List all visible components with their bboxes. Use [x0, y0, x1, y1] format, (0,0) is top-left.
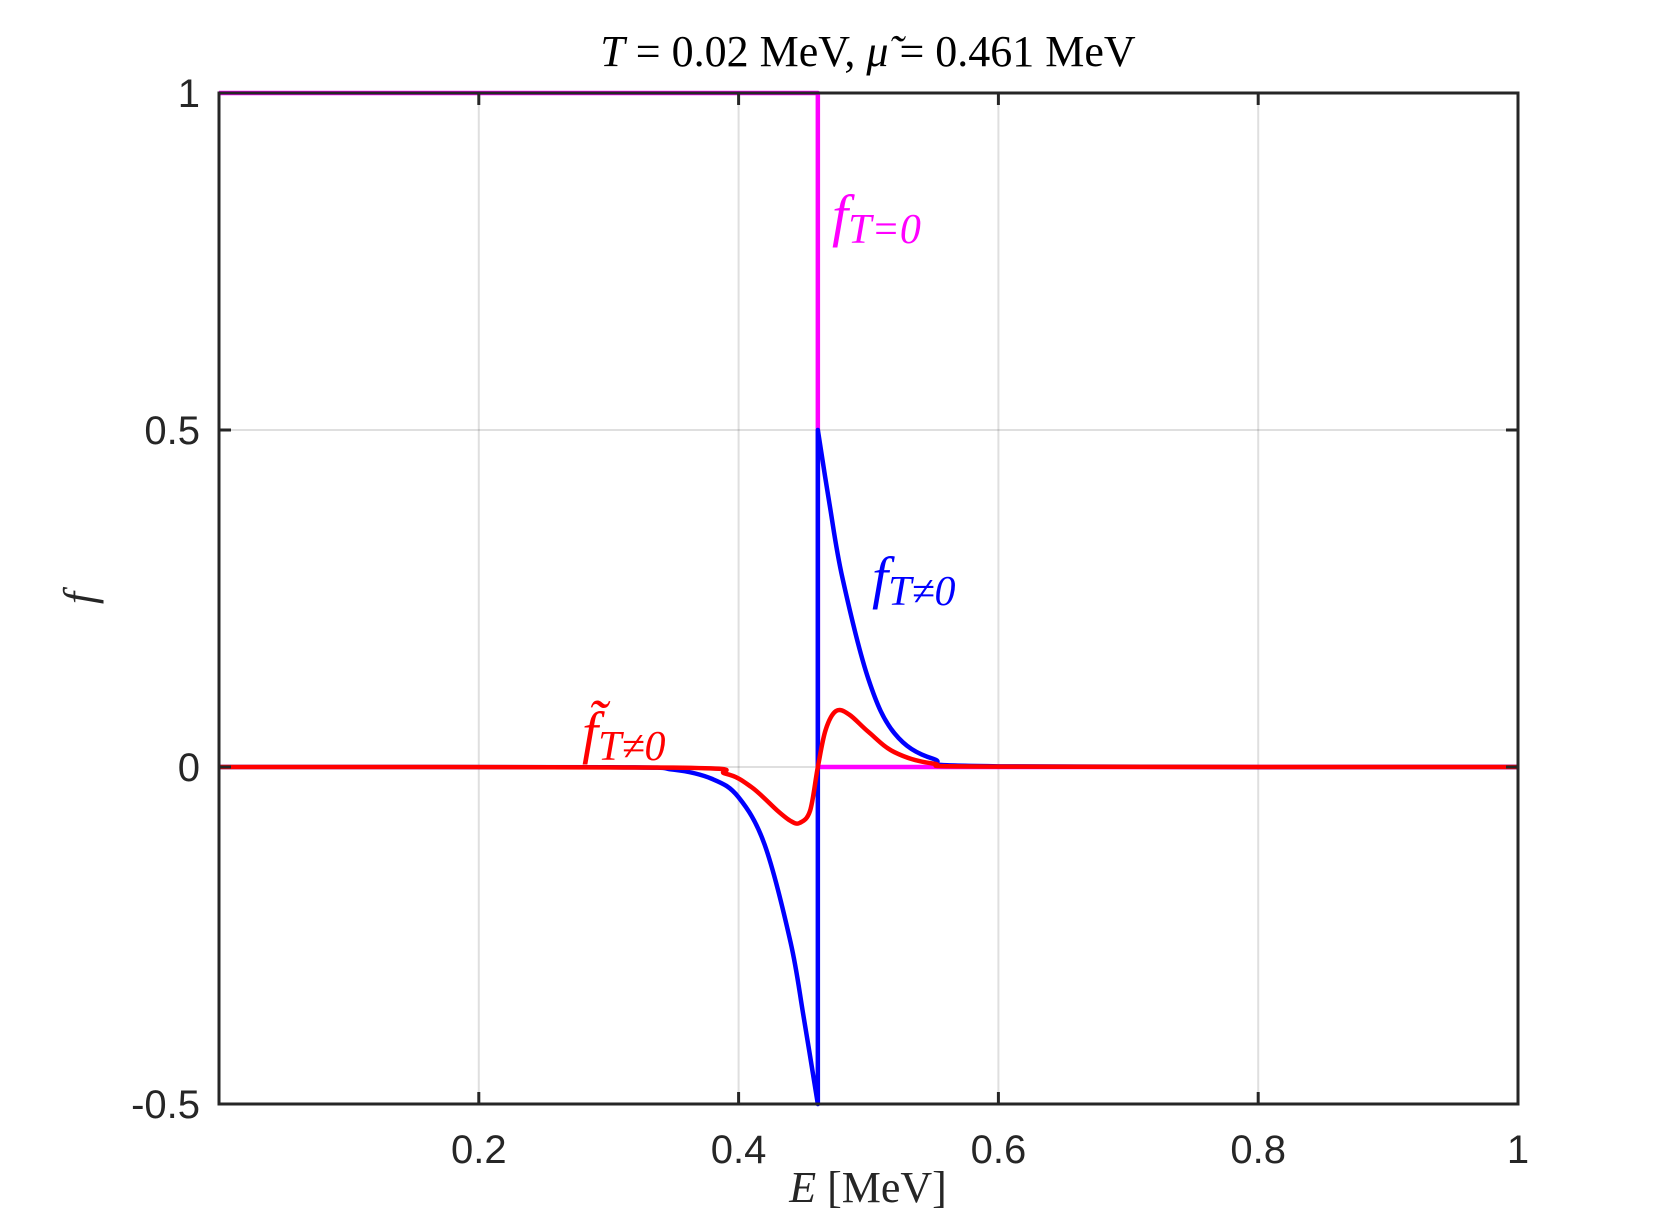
plot-area — [219, 93, 1518, 1104]
x-tick-label: 0.4 — [711, 1128, 767, 1172]
chart-title: T = 0.02 MeV, μ̃ = 0.461 MeV — [600, 27, 1136, 76]
y-tick-label: -0.5 — [131, 1083, 200, 1127]
series-label-ftilde-Tne0-sub: T≠0 — [598, 724, 665, 770]
series-label-f-Tne0-sub: T≠0 — [888, 569, 955, 615]
x-tick-label: 0.6 — [971, 1128, 1027, 1172]
series-label-ftilde-Tne0: f̃T≠0 — [582, 700, 666, 770]
title-T-value: = 0.02 MeV, — [625, 27, 867, 76]
title-mu-value: = 0.461 MeV — [888, 27, 1135, 76]
series-label-f-T0: fT=0 — [832, 183, 921, 253]
x-axis-unit: [MeV] — [816, 1163, 947, 1212]
y-tick-label: 0.5 — [144, 409, 200, 453]
x-axis-label: E [MeV] — [788, 1163, 947, 1212]
y-tick-label: 0 — [178, 746, 200, 790]
x-tick-label: 0.2 — [451, 1128, 507, 1172]
x-tick-label: 0.8 — [1230, 1128, 1286, 1172]
ticks: 0.2 0.4 0.6 0.8 1 -0.5 0 0.5 1 — [131, 72, 1529, 1172]
x-tick-label: 1 — [1507, 1128, 1529, 1172]
x-axis-var: E — [788, 1163, 816, 1212]
axes-box — [217, 91, 1520, 1106]
title-T-symbol: T — [600, 27, 628, 76]
y-tick-label: 1 — [178, 72, 200, 116]
series-label-f-T0-sub: T=0 — [848, 207, 921, 253]
series-label-f-Tne0: fT≠0 — [872, 545, 956, 615]
series-line-ftilde_Tne0 — [218, 707, 1519, 826]
